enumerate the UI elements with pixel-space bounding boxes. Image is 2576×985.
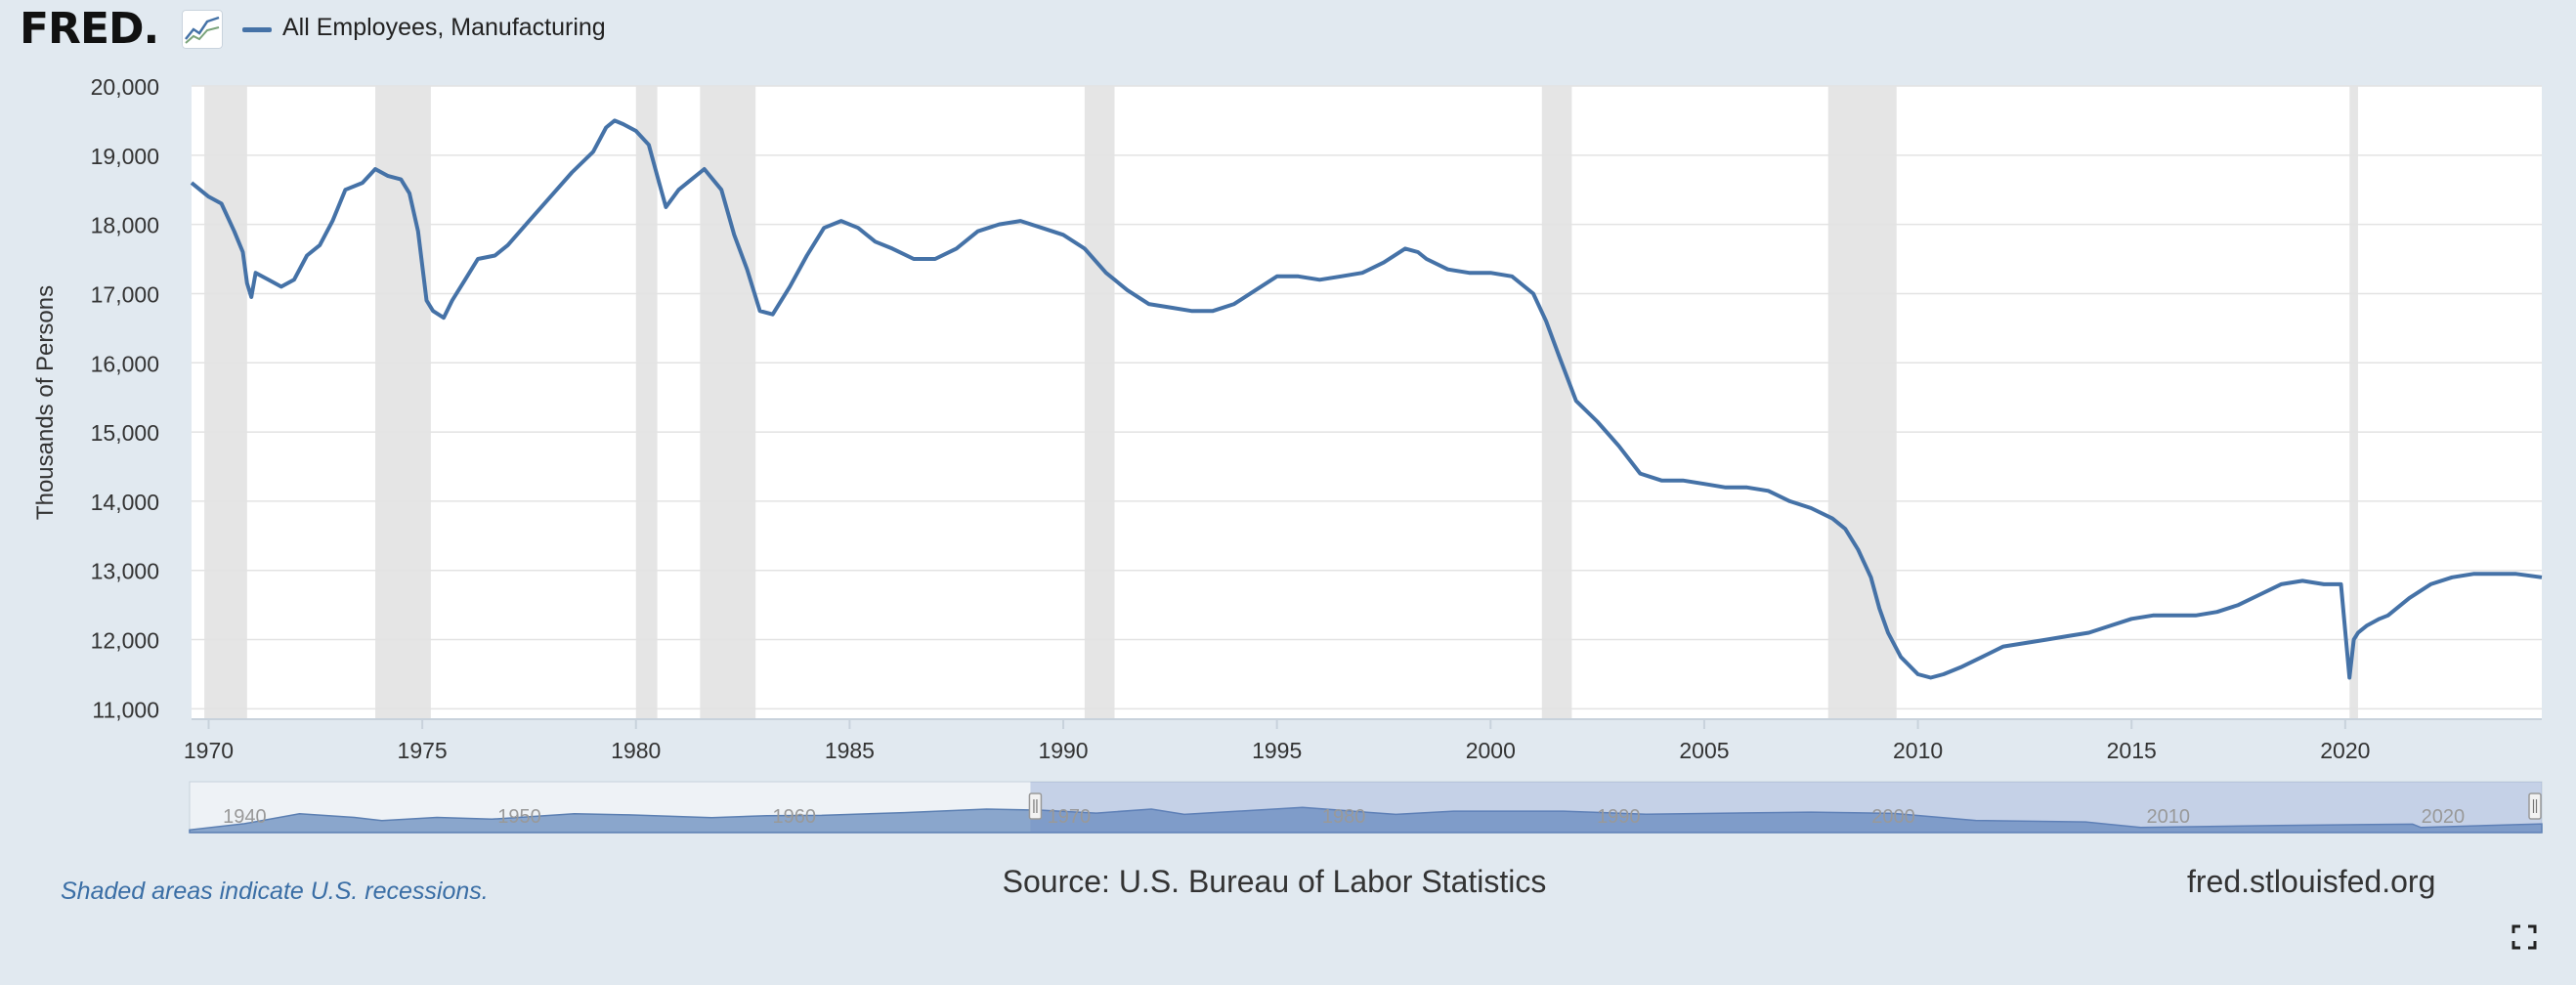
navigator-label: 1960 — [773, 806, 817, 828]
navigator-selection[interactable] — [1030, 782, 2542, 833]
x-tick-label: 1995 — [1252, 738, 1302, 763]
x-tick-label: 2005 — [1679, 738, 1729, 763]
navigator-label: 2000 — [1871, 806, 1915, 828]
navigator-label: 1940 — [223, 806, 266, 828]
navigator-handle-left[interactable] — [1028, 792, 1043, 820]
x-tick-label: 2000 — [1466, 738, 1516, 763]
y-tick-label: 13,000 — [91, 559, 159, 584]
x-tick-label: 2015 — [2107, 738, 2157, 763]
plot-area — [192, 86, 2542, 719]
x-tick-label: 2010 — [1893, 738, 1943, 763]
x-tick-label: 1975 — [398, 738, 448, 763]
y-tick-label: 17,000 — [91, 281, 159, 307]
navigator-label: 2010 — [2146, 806, 2190, 828]
y-tick-label: 14,000 — [91, 490, 159, 515]
recession-band — [204, 86, 247, 719]
fred-logo[interactable]: FRED. — [20, 4, 160, 54]
fullscreen-icon[interactable] — [2512, 924, 2537, 950]
recession-note: Shaded areas indicate U.S. recessions. — [61, 878, 489, 905]
y-tick-label: 15,000 — [91, 420, 159, 446]
grid-lines — [192, 85, 2542, 710]
navigator-label: 1950 — [497, 806, 541, 828]
source-text: Source: U.S. Bureau of Labor Statistics — [1002, 864, 1547, 899]
recession-band — [1827, 86, 1897, 719]
logo-text: FRED — [20, 4, 145, 54]
y-tick-label: 18,000 — [91, 213, 159, 238]
recession-band — [700, 86, 756, 719]
chart-svg: 11,000 12,000 13,000 14,000 15,000 16,000 17,0… — [32, 74, 2543, 834]
x-tick-label: 2020 — [2320, 738, 2370, 763]
series-lines — [190, 118, 2543, 680]
recession-shading — [204, 86, 2358, 719]
legend-swatch — [242, 27, 272, 32]
navigator-area — [189, 806, 2543, 834]
recession-band — [2349, 86, 2358, 719]
y-tick-label: 11,000 — [92, 697, 159, 722]
site-link[interactable]: fred.stlouisfed.org — [2187, 864, 2436, 899]
navigator-label: 1970 — [1048, 806, 1092, 828]
y-tick-label: 20,000 — [91, 74, 159, 100]
x-axis-ticks: 1970 1975 1980 1985 1990 1995 2000 2005 2010 2015… — [184, 718, 2542, 763]
x-tick-label: 1990 — [1038, 738, 1088, 763]
navigator-handle-right[interactable] — [2528, 792, 2542, 820]
x-tick-label: 1985 — [825, 738, 875, 763]
series-line — [190, 118, 2543, 680]
y-tick-label: 16,000 — [91, 351, 159, 376]
x-tick-label: 1980 — [611, 738, 661, 763]
recession-band — [1541, 86, 1572, 719]
logo-dot: . — [143, 4, 160, 54]
fred-chart-logo-icon[interactable] — [182, 10, 223, 49]
range-navigator[interactable]: 1940 1950 1960 1970 1980 1990 2000 2010 2020 — [189, 781, 2543, 834]
x-tick-label: 1970 — [184, 738, 234, 763]
recession-band — [375, 86, 431, 719]
y-tick-label: 12,000 — [91, 628, 159, 654]
recession-band — [1084, 86, 1115, 719]
y-tick-label: 19,000 — [91, 144, 159, 169]
legend-label[interactable]: All Employees, Manufacturing — [282, 14, 606, 41]
navigator-label: 2020 — [2422, 806, 2466, 828]
navigator-label: 1990 — [1597, 806, 1641, 828]
recession-band — [635, 86, 658, 719]
navigator-label: 1980 — [1322, 806, 1366, 828]
y-axis-label: Thousands of Persons — [32, 285, 59, 520]
y-axis-ticks: 11,000 12,000 13,000 14,000 15,000 16,000 17,0… — [91, 74, 159, 722]
